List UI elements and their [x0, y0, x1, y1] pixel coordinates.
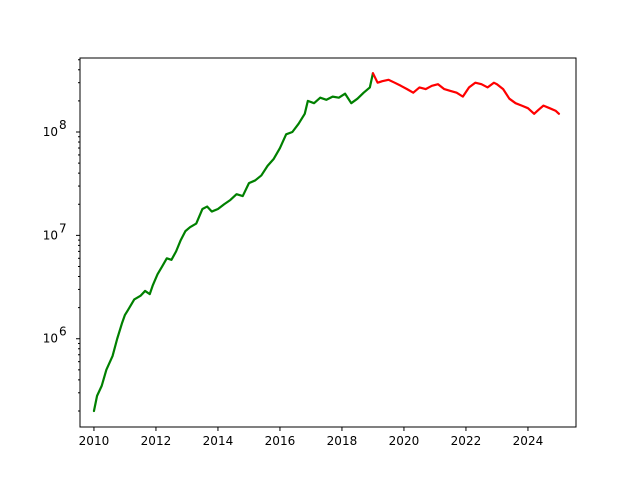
series-line-2 — [371, 72, 561, 115]
x-tick-label: 2010 — [79, 434, 110, 448]
x-tick-label: 2018 — [327, 434, 358, 448]
x-axis: 2010 2012 2014 2016 2018 2020 2022 2024 — [79, 427, 544, 448]
y-tick-exponent: 6 — [59, 325, 67, 339]
y-tick-exponent: 8 — [59, 118, 67, 132]
x-tick-label: 2022 — [451, 434, 482, 448]
x-tick-label: 2016 — [265, 434, 296, 448]
series-layer — [92, 72, 561, 413]
y-tick-exponent: 7 — [59, 221, 67, 235]
x-tick-label: 2024 — [513, 434, 544, 448]
y-tick-label: 10 — [43, 228, 58, 242]
x-tick-label: 2020 — [389, 434, 420, 448]
x-tick-label: 2014 — [203, 434, 234, 448]
series-line-1 — [92, 72, 375, 413]
x-tick-label: 2012 — [141, 434, 172, 448]
y-tick-label: 10 — [43, 332, 58, 346]
y-tick-label: 10 — [43, 125, 58, 139]
plot-frame — [79, 57, 577, 428]
